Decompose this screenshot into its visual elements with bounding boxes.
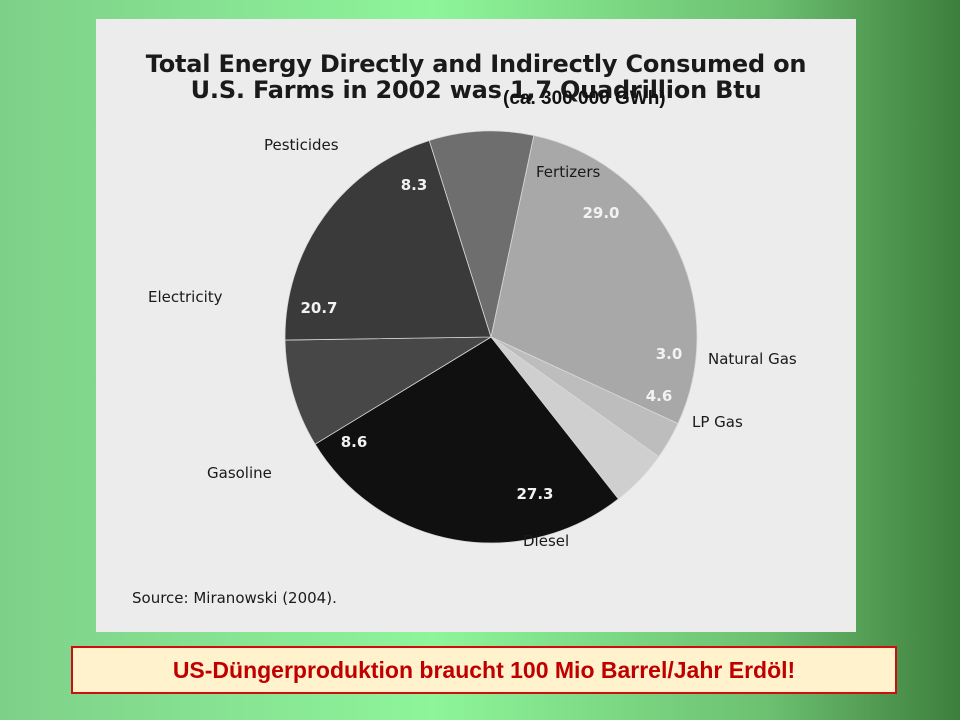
pie-chart: 29.0 Fertizers 3.0 Natural Gas 4.6 LP Gas 27.3… (148, 130, 797, 550)
pie-slice-gasoline (284, 336, 493, 445)
slice-label-electricity: Electricity (148, 288, 223, 306)
slice-label-pesticides: Pesticides (264, 136, 339, 154)
banner-text: US-Düngerproduktion braucht 100 Mio Barr… (172, 656, 796, 683)
slice-value-electricity: 20.7 (300, 299, 337, 317)
chart-title-line2: U.S. Farms in 2002 was 1,7 Quadrillion B… (190, 76, 762, 104)
slice-value-natural-gas: 3.0 (656, 345, 683, 363)
slice-value-pesticides: 8.3 (401, 176, 428, 194)
slice-label-lp-gas: LP Gas (692, 413, 743, 431)
pie-slice-pesticides (428, 130, 535, 339)
slice-label-diesel: Diesel (523, 532, 569, 550)
chart-image: Total Energy Directly and Indirectly Con… (96, 19, 856, 632)
slice-value-fertizers: 29.0 (582, 204, 619, 222)
chart-subtitle: (ca. 300 000 GWh) (503, 88, 666, 109)
chart-source: Source: Miranowski (2004). (132, 589, 337, 607)
slice-value-gasoline: 8.6 (341, 433, 368, 451)
pie-slice-diesel (314, 336, 619, 544)
chart-title-line1: Total Energy Directly and Indirectly Con… (145, 50, 807, 78)
pie-slice-fertizers (490, 135, 698, 425)
slice-label-fertizers: Fertizers (536, 163, 601, 181)
pie-slice-electricity (284, 139, 492, 341)
slice-value-diesel: 27.3 (516, 485, 553, 503)
slice-value-lp-gas: 4.6 (646, 387, 673, 405)
slice-label-natural-gas: Natural Gas (708, 350, 797, 368)
banner: US-Düngerproduktion braucht 100 Mio Barr… (71, 646, 897, 694)
slice-label-gasoline: Gasoline (207, 464, 272, 482)
